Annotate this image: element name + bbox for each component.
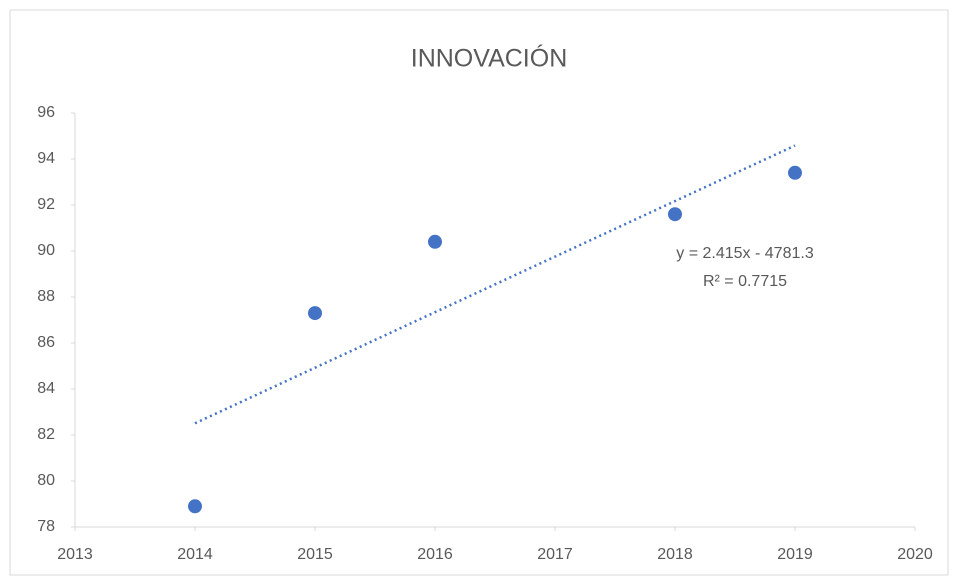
point xyxy=(788,165,802,180)
y-tick-label: 96 xyxy=(37,104,55,121)
y-tick-label: 92 xyxy=(37,196,55,213)
y-tick-label: 88 xyxy=(37,288,55,305)
x-tick-label: 2019 xyxy=(777,546,813,563)
trendline xyxy=(194,144,796,425)
y-tick-label: 80 xyxy=(37,472,55,489)
chart-border xyxy=(9,9,949,576)
y-tick-label: 82 xyxy=(37,426,55,443)
x-tick-label: 2014 xyxy=(177,546,213,563)
chart-title: INNOVACIÓN xyxy=(411,44,568,73)
y-tick-label: 94 xyxy=(37,150,55,167)
y-tick-label: 86 xyxy=(37,334,55,351)
point xyxy=(188,499,202,514)
trendline-r2: R² = 0.7715 xyxy=(703,273,787,290)
x-tick-label: 2016 xyxy=(417,546,453,563)
x-tick-label: 2017 xyxy=(537,546,573,563)
y-tick-label: 90 xyxy=(37,242,55,259)
x-tick-label: 2020 xyxy=(897,546,933,563)
y-tick-label: 84 xyxy=(37,380,55,397)
x-tick-label: 2015 xyxy=(297,546,333,563)
y-tick-label: 78 xyxy=(37,518,55,535)
x-tick-label: 2018 xyxy=(657,546,693,563)
x-tick-label: 2013 xyxy=(57,546,93,563)
trendline-equation: y = 2.415x - 4781.3 xyxy=(676,245,814,262)
point xyxy=(428,234,442,249)
point xyxy=(668,207,682,222)
point xyxy=(308,306,322,321)
